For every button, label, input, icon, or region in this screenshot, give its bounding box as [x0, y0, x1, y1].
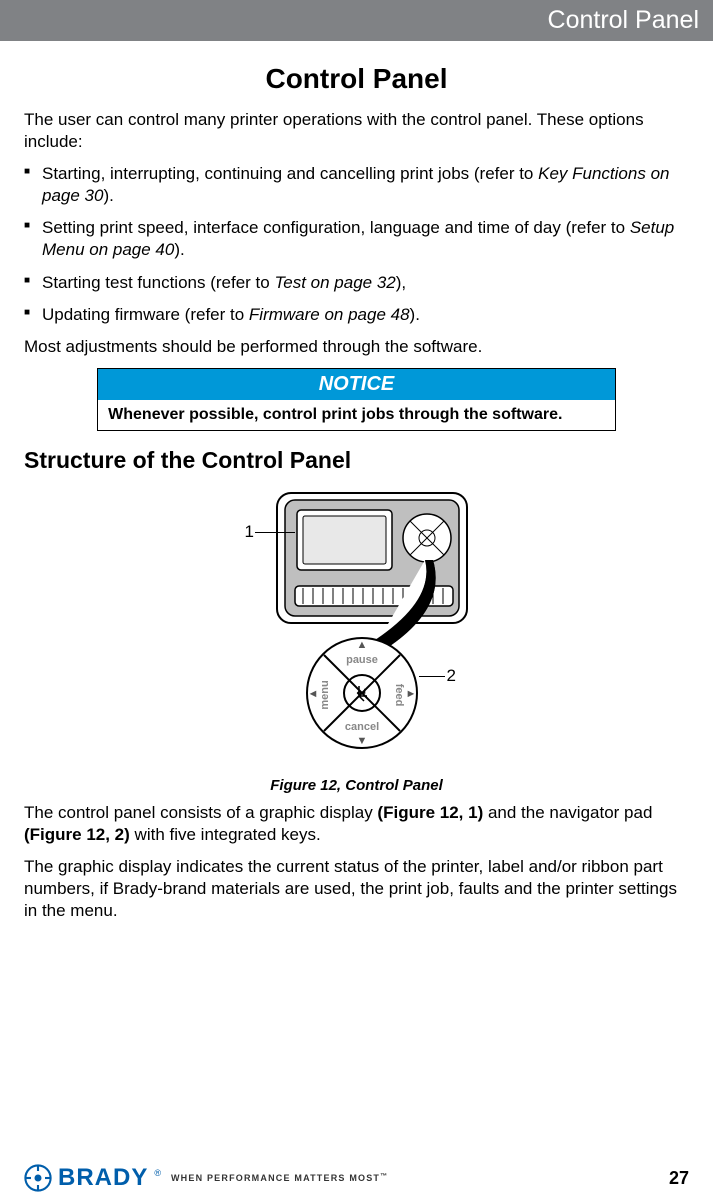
page-title: Control Panel	[24, 63, 689, 95]
intro-paragraph: The user can control many printer operat…	[24, 109, 689, 153]
bullet-item: Starting test functions (refer to Test o…	[24, 272, 689, 294]
bullet-text: Starting test functions (refer to	[42, 273, 274, 292]
navpad-top-label: pause	[346, 654, 378, 666]
navpad-right-label: feed	[393, 684, 405, 707]
callout-one-line	[255, 532, 295, 533]
bullet-item: Starting, interrupting, continuing and c…	[24, 163, 689, 207]
svg-text:▼: ▼	[356, 735, 367, 747]
page-content: Control Panel The user can control many …	[0, 41, 713, 922]
brand-registered-icon: ®	[154, 1168, 161, 1178]
bullet-text: ).	[410, 305, 420, 324]
callout-two-line	[419, 676, 445, 677]
paragraph-after-figure-2: The graphic display indicates the curren…	[24, 856, 689, 922]
brand-tagline: WHEN PERFORMANCE MATTERS MOST™	[171, 1173, 388, 1183]
svg-text:▲: ▲	[356, 639, 367, 651]
bullet-ref: Firmware on page 48	[249, 305, 410, 324]
bullet-list: Starting, interrupting, continuing and c…	[24, 163, 689, 326]
header-breadcrumb: Control Panel	[548, 6, 699, 34]
footer: BRADY ® WHEN PERFORMANCE MATTERS MOST™ 2…	[24, 1164, 689, 1192]
header-bar: Control Panel	[0, 0, 713, 41]
bullet-ref: Test on page 32	[274, 273, 395, 292]
notice-box: NOTICE Whenever possible, control print …	[97, 368, 616, 431]
callout-two: 2	[447, 666, 456, 686]
after-bullets-paragraph: Most adjustments should be performed thr…	[24, 336, 689, 358]
brand: BRADY ® WHEN PERFORMANCE MATTERS MOST™	[24, 1164, 388, 1192]
page-number: 27	[669, 1168, 689, 1189]
control-panel-diagram: ↵ ▲ ▼ ◄ ► pause cancel menu feed 1 2	[197, 488, 517, 768]
paragraph-after-figure-1: The control panel consists of a graphic …	[24, 802, 689, 846]
section-heading: Structure of the Control Panel	[24, 447, 689, 474]
bullet-item: Updating firmware (refer to Firmware on …	[24, 304, 689, 326]
svg-text:◄: ◄	[307, 688, 318, 700]
brand-name: BRADY	[58, 1164, 148, 1192]
svg-text:►: ►	[405, 688, 416, 700]
bullet-item: Setting print speed, interface configura…	[24, 217, 689, 261]
bullet-text: ),	[396, 273, 406, 292]
navpad-bottom-label: cancel	[344, 721, 378, 733]
figure: ↵ ▲ ▼ ◄ ► pause cancel menu feed 1 2	[24, 488, 689, 794]
figure-caption: Figure 12, Control Panel	[24, 777, 689, 794]
notice-body: Whenever possible, control print jobs th…	[98, 400, 615, 430]
bullet-text: Setting print speed, interface configura…	[42, 218, 630, 237]
notice-header: NOTICE	[98, 369, 615, 400]
bullet-text: ).	[174, 240, 184, 259]
brand-logo-icon	[24, 1164, 52, 1192]
bullet-text: Updating firmware (refer to	[42, 305, 249, 324]
callout-one: 1	[245, 522, 254, 542]
navpad-left-label: menu	[319, 680, 331, 709]
bullet-text: Starting, interrupting, continuing and c…	[42, 164, 538, 183]
bullet-text: ).	[103, 186, 113, 205]
